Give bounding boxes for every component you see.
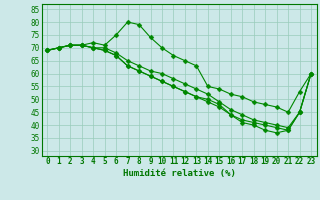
X-axis label: Humidité relative (%): Humidité relative (%) xyxy=(123,169,236,178)
